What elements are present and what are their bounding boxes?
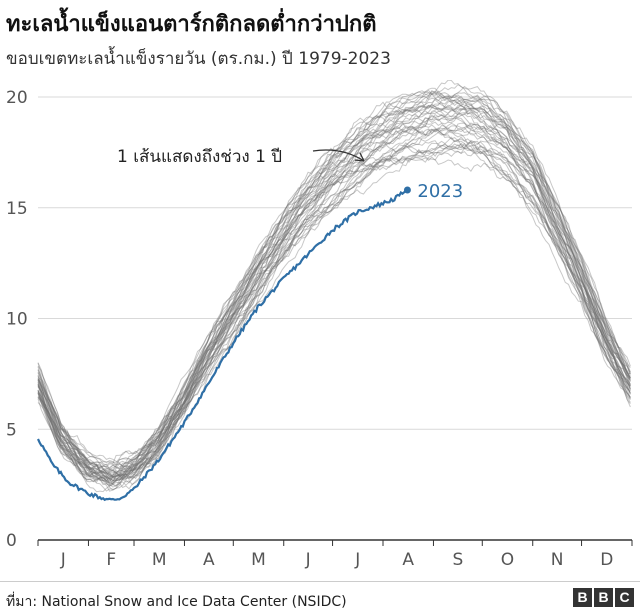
history-year-line — [37, 136, 631, 490]
history-year-line — [37, 143, 631, 478]
month-label: S — [452, 550, 463, 570]
month-label: J — [60, 550, 66, 570]
history-year-line — [37, 123, 631, 483]
history-year-line — [37, 139, 631, 478]
y-tick-label: 20 — [6, 88, 28, 108]
history-year-line — [37, 84, 631, 474]
month-label: O — [501, 550, 514, 570]
month-label: J — [305, 550, 311, 570]
history-year-line — [37, 95, 631, 469]
history-year-line — [37, 140, 631, 491]
line-2023 — [36, 189, 409, 502]
annotation-label: 1 เส้นแสดงถึงช่วง 1 ปี — [117, 147, 282, 167]
annotation-arrowhead — [354, 152, 365, 162]
month-label: M — [251, 550, 266, 570]
history-year-line — [37, 80, 631, 464]
history-year-line — [37, 104, 631, 481]
history-year-line — [37, 97, 631, 483]
history-year-line — [37, 140, 631, 483]
month-label: F — [106, 550, 116, 570]
history-year-line — [37, 92, 631, 477]
bbc-logo-letter: C — [615, 588, 634, 607]
annotation-arrow-line — [312, 149, 365, 162]
chart-title: ทะเลน้ำแข็งแอนตาร์กติกลดต่ำกว่าปกติ — [6, 12, 377, 37]
bbc-logo-letter: B — [594, 588, 613, 607]
month-label: A — [402, 550, 414, 570]
chart-subtitle: ขอบเขตทะเลน้ำแข็งรายวัน (ตร.กม.) ปี 1979… — [6, 49, 391, 69]
history-year-line — [37, 114, 631, 484]
annotation-group: 1 เส้นแสดงถึงช่วง 1 ปี — [117, 147, 365, 167]
history-year-line — [37, 104, 631, 479]
y-tick-labels: 0 5 10 15 20 — [6, 88, 28, 551]
history-year-line — [37, 125, 631, 477]
y-tick-label: 10 — [6, 310, 28, 330]
history-year-line — [37, 122, 631, 479]
sea-ice-chart: 0 5 10 15 20 2023 J F M A M J J A S O N D 1 เส้นแสดงถึง… — [6, 80, 633, 570]
history-year-line — [37, 148, 631, 486]
history-year-line — [37, 99, 631, 475]
history-year-line — [37, 154, 631, 493]
bbc-logo-letter: B — [573, 588, 592, 607]
history-year-line — [37, 112, 631, 479]
history-year-line — [37, 112, 631, 486]
history-year-line — [37, 92, 631, 471]
history-year-line — [37, 121, 631, 492]
history-year-line — [37, 90, 631, 478]
y-tick-label: 0 — [6, 531, 17, 551]
y-tick-label: 15 — [6, 199, 28, 219]
history-year-line — [37, 91, 631, 466]
line-2023-endpoint — [403, 186, 411, 194]
history-lines — [37, 80, 631, 493]
history-year-line — [37, 99, 631, 474]
bbc-logo: B B C — [573, 588, 634, 607]
history-year-line — [37, 90, 631, 482]
history-year-line — [37, 110, 631, 487]
y-tick-label: 5 — [6, 420, 17, 440]
history-year-line — [37, 128, 631, 483]
history-year-line — [37, 89, 631, 472]
gridlines — [38, 96, 632, 430]
month-label: J — [354, 550, 360, 570]
source-note: ที่มา: National Snow and Ice Data Center… — [6, 594, 347, 610]
history-year-line — [37, 147, 631, 480]
line-2023-label: 2023 — [417, 181, 463, 202]
history-year-line — [37, 107, 631, 483]
footer-divider — [0, 581, 640, 582]
history-year-line — [37, 85, 631, 463]
history-year-line — [37, 99, 631, 486]
month-label: A — [203, 550, 215, 570]
history-year-line — [37, 140, 631, 485]
history-year-line — [37, 128, 631, 488]
history-year-line — [37, 98, 631, 471]
history-year-line — [37, 128, 631, 492]
history-year-line — [37, 122, 631, 482]
month-label: M — [152, 550, 167, 570]
history-year-line — [37, 122, 631, 477]
line-2023-group: 2023 — [36, 181, 463, 502]
history-year-line — [37, 103, 631, 470]
month-label: D — [600, 550, 613, 570]
history-year-line — [37, 106, 631, 482]
history-year-line — [37, 105, 631, 484]
month-label: N — [551, 550, 564, 570]
history-year-line — [37, 139, 631, 480]
